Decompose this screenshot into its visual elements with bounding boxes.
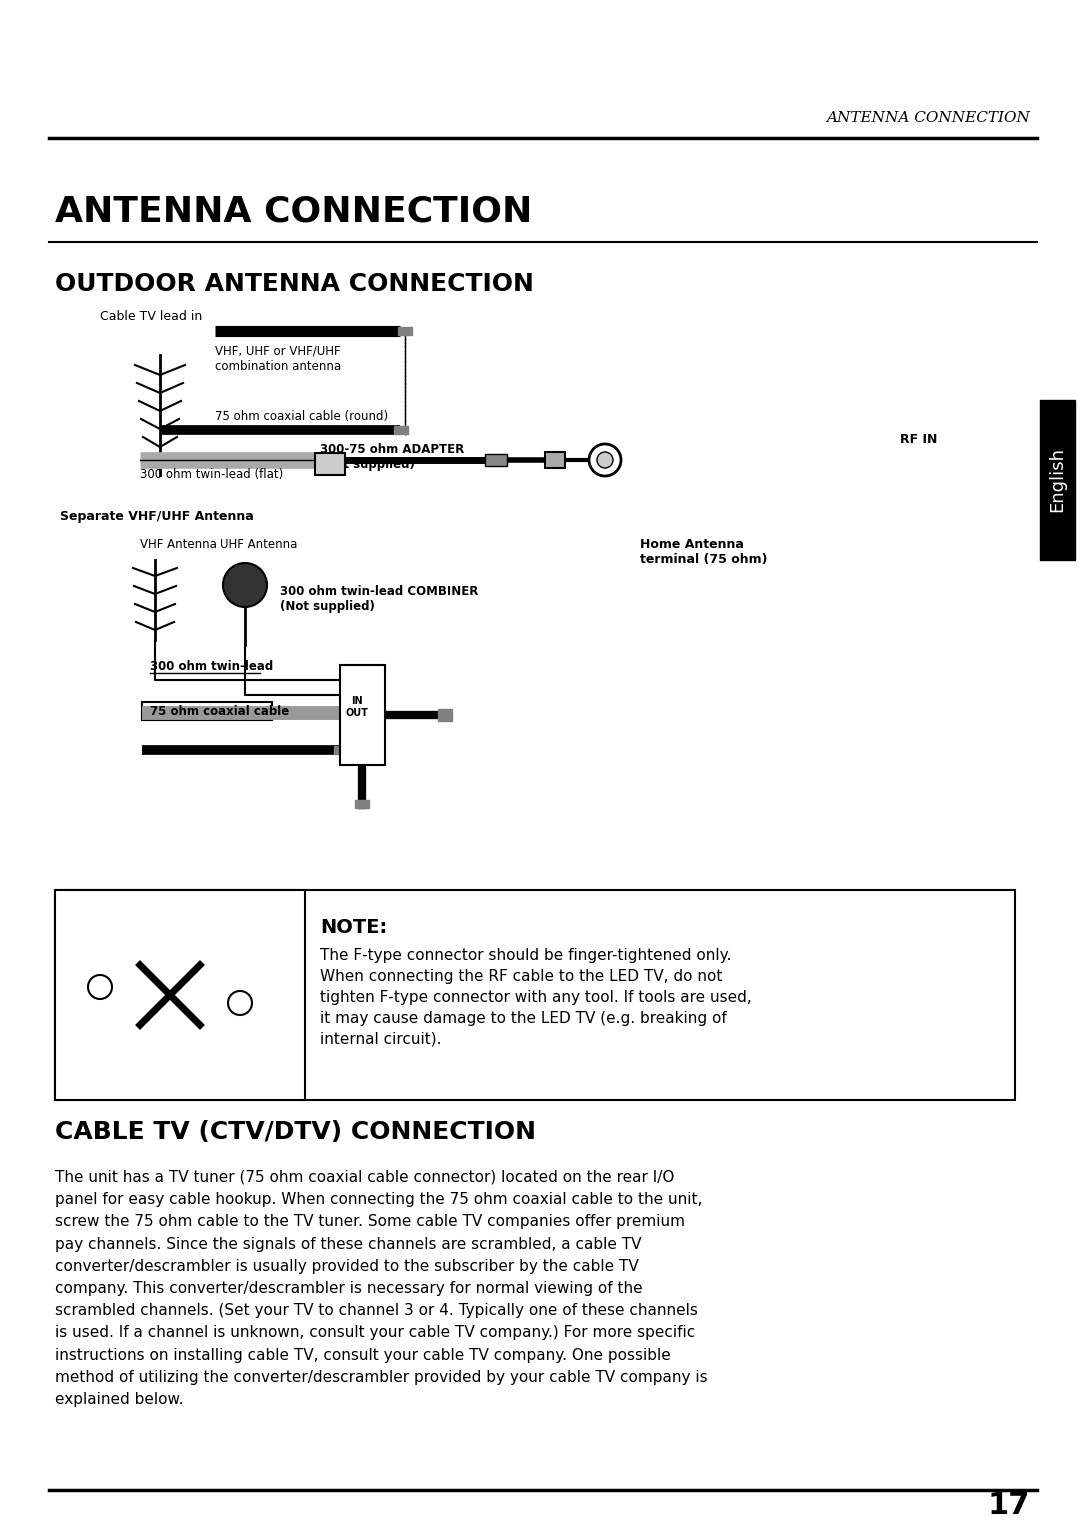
Bar: [545, 453, 565, 468]
Text: Cable TV lead in: Cable TV lead in: [100, 310, 202, 323]
Text: 300 ohm twin-lead (flat): 300 ohm twin-lead (flat): [140, 468, 283, 482]
Text: Separate VHF/UHF Antenna: Separate VHF/UHF Antenna: [60, 511, 254, 523]
Bar: [315, 453, 345, 476]
Bar: [1040, 401, 1075, 560]
Text: ANTENNA CONNECTION: ANTENNA CONNECTION: [55, 196, 532, 229]
Bar: [399, 327, 411, 335]
Bar: [55, 890, 1015, 1099]
Text: 75 ohm coaxial cable (round): 75 ohm coaxial cable (round): [215, 410, 388, 424]
Circle shape: [222, 563, 267, 607]
Text: ANTENNA CONNECTION: ANTENNA CONNECTION: [826, 112, 1030, 125]
Text: 300 ohm twin-lead: 300 ohm twin-lead: [150, 661, 273, 673]
Bar: [55, 890, 305, 1099]
Circle shape: [597, 453, 613, 468]
Text: The unit has a TV tuner (75 ohm coaxial cable connector) located on the rear I/O: The unit has a TV tuner (75 ohm coaxial …: [55, 1170, 707, 1407]
Text: IN OUT: IN OUT: [340, 668, 387, 680]
Bar: [394, 427, 408, 434]
Text: 300-75 ohm ADAPTER
(Not supplied): 300-75 ohm ADAPTER (Not supplied): [320, 443, 464, 471]
Text: 75 ohm coaxial cable: 75 ohm coaxial cable: [150, 705, 289, 719]
Text: RF IN: RF IN: [900, 433, 937, 446]
Circle shape: [589, 443, 621, 476]
Text: NOTE:: NOTE:: [320, 917, 388, 937]
Circle shape: [228, 991, 252, 1015]
Text: English: English: [1049, 448, 1067, 512]
Bar: [141, 702, 272, 720]
Text: VHF Antenna: VHF Antenna: [140, 538, 217, 550]
Text: OUTDOOR ANTENNA CONNECTION: OUTDOOR ANTENNA CONNECTION: [55, 272, 534, 297]
Text: UHF Antenna: UHF Antenna: [220, 538, 297, 550]
Bar: [485, 454, 507, 466]
Text: 17: 17: [987, 1491, 1030, 1520]
Text: 300 ohm twin-lead COMBINER
(Not supplied): 300 ohm twin-lead COMBINER (Not supplied…: [280, 586, 478, 613]
Text: VHF, UHF or VHF/UHF
combination antenna: VHF, UHF or VHF/UHF combination antenna: [215, 346, 341, 373]
Text: CABLE TV (CTV/DTV) CONNECTION: CABLE TV (CTV/DTV) CONNECTION: [55, 1121, 536, 1144]
Bar: [438, 709, 453, 722]
Text: Home Antenna
terminal (75 ohm): Home Antenna terminal (75 ohm): [640, 538, 768, 566]
Text: The F-type connector should be finger-tightened only.
When connecting the RF cab: The F-type connector should be finger-ti…: [320, 948, 752, 1047]
Circle shape: [87, 976, 112, 998]
Bar: [334, 746, 348, 754]
Text: IN
OUT: IN OUT: [346, 696, 368, 717]
Bar: [340, 665, 384, 764]
Bar: [355, 800, 369, 807]
